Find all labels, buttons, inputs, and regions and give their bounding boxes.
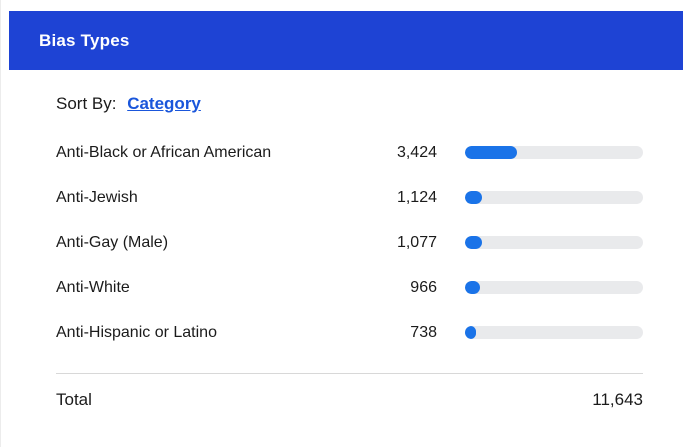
- card-header: Bias Types: [9, 11, 683, 70]
- total-value: 11,643: [592, 390, 643, 409]
- sort-row: Sort By: Category: [56, 94, 643, 114]
- bias-type-count: 1,124: [396, 188, 437, 206]
- bias-type-list: Anti-Black or African American 3,424 Ant…: [56, 130, 643, 355]
- bias-type-bar-fill: [465, 191, 483, 204]
- bias-type-count: 3,424: [396, 143, 437, 161]
- bias-type-bar-track: [465, 326, 643, 339]
- bias-type-bar-track: [465, 146, 643, 159]
- card-body: Sort By: Category Anti-Black or African …: [1, 94, 683, 426]
- bias-type-label: Anti-Jewish: [56, 188, 138, 206]
- total-row: Total 11,643: [56, 374, 643, 426]
- table-row: Anti-Hispanic or Latino 738: [56, 310, 643, 355]
- bias-type-count: 1,077: [396, 233, 437, 251]
- bias-type-label: Anti-White: [56, 278, 130, 296]
- bias-type-bar-fill: [465, 281, 480, 294]
- bias-type-bar-track: [465, 236, 643, 249]
- bias-type-label: Anti-Hispanic or Latino: [56, 323, 217, 341]
- bias-type-bar-fill: [465, 236, 482, 249]
- sort-category-link[interactable]: Category: [127, 94, 201, 113]
- bias-type-count: 738: [410, 323, 437, 341]
- total-label: Total: [56, 390, 92, 409]
- bias-type-bar-track: [465, 281, 643, 294]
- table-row: Anti-White 966: [56, 265, 643, 310]
- total-divider: [56, 373, 643, 374]
- bias-type-bar-fill: [465, 326, 477, 339]
- bias-type-bar-fill: [465, 146, 518, 159]
- table-row: Anti-Gay (Male) 1,077: [56, 220, 643, 265]
- sort-by-label: Sort By:: [56, 94, 117, 113]
- bias-type-label: Anti-Gay (Male): [56, 233, 169, 251]
- bias-type-label: Anti-Black or African American: [56, 143, 272, 161]
- bias-type-bar-track: [465, 191, 643, 204]
- table-row: Anti-Jewish 1,124: [56, 175, 643, 220]
- bias-type-count: 966: [410, 278, 437, 296]
- card-title: Bias Types: [39, 30, 130, 50]
- table-row: Anti-Black or African American 3,424: [56, 130, 643, 175]
